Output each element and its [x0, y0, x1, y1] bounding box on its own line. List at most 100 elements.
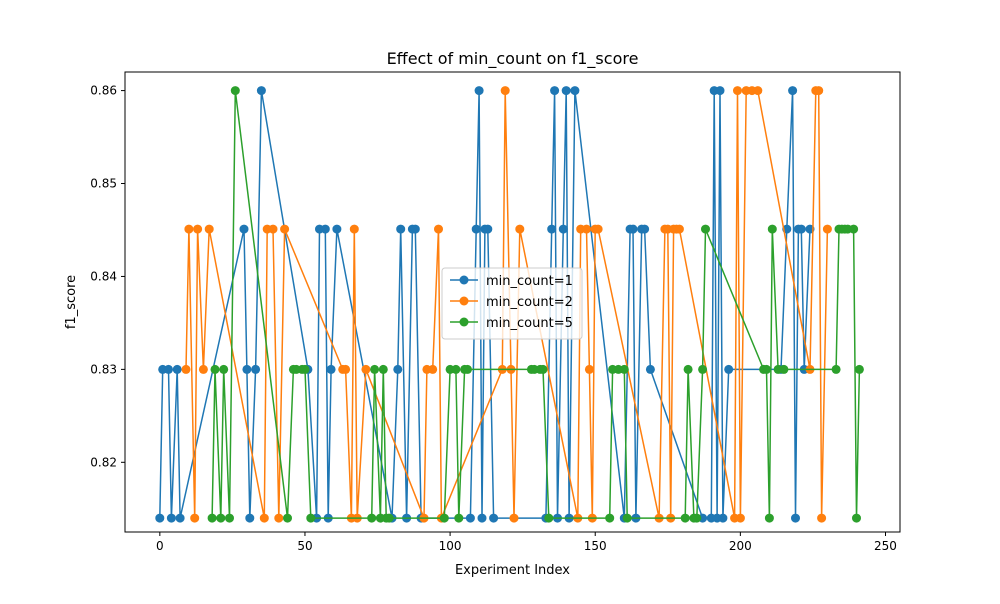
data-point [718, 513, 728, 523]
data-point [500, 86, 510, 96]
axes-frame [124, 71, 901, 533]
data-point [619, 364, 629, 374]
data-point [547, 224, 557, 234]
data-point [767, 224, 777, 234]
data-point [593, 224, 603, 234]
data-point [230, 86, 240, 96]
data-point [216, 513, 226, 523]
legend-label: min_count=1 [486, 274, 573, 289]
data-point [300, 364, 310, 374]
data-point [698, 364, 708, 374]
chart-title: Effect of min_count on f1_score [387, 49, 639, 69]
data-point [817, 513, 827, 523]
data-point [474, 86, 484, 96]
legend-marker [459, 296, 469, 306]
data-point [410, 224, 420, 234]
legend-marker [459, 275, 469, 285]
data-point [724, 364, 734, 374]
data-point [733, 86, 742, 96]
y-tick-label: 0.82 [90, 455, 117, 469]
data-point [198, 364, 208, 374]
data-point [831, 364, 841, 374]
data-point [332, 224, 342, 234]
data-point [628, 224, 638, 234]
data-point [509, 513, 519, 523]
x-tick-label: 100 [439, 539, 462, 553]
y-axis: 0.82 0.83 0.84 0.85 0.86 [90, 84, 125, 469]
data-point [225, 513, 234, 523]
data-point [268, 224, 278, 234]
series-layer [155, 86, 864, 523]
x-tick-label: 250 [874, 539, 897, 553]
data-point [735, 513, 745, 523]
data-point [584, 364, 594, 374]
data-point [463, 364, 472, 374]
series-3 [207, 86, 864, 523]
data-point [259, 513, 269, 523]
data-point [190, 513, 200, 523]
data-point [715, 86, 725, 96]
data-point [320, 224, 330, 234]
data-point [175, 513, 185, 523]
data-point [788, 86, 798, 96]
data-point [434, 224, 443, 234]
legend-item: min_count=5 [450, 316, 573, 331]
data-point [219, 364, 229, 374]
data-point [384, 513, 394, 523]
data-point [764, 513, 774, 523]
data-point [852, 513, 861, 523]
data-point [849, 224, 859, 234]
data-point [172, 364, 182, 374]
data-point [166, 513, 176, 523]
data-point [489, 513, 499, 523]
x-tick-label: 150 [584, 539, 607, 553]
legend-item: min_count=2 [450, 295, 573, 310]
data-point [538, 364, 548, 374]
data-point [561, 86, 571, 96]
legend: min_count=1 min_count=2 min_count=5 [441, 267, 583, 340]
data-point [378, 364, 388, 374]
data-point [184, 224, 194, 234]
x-axis: 0 50 100 150 200 250 [156, 532, 897, 553]
data-point [640, 224, 650, 234]
data-point [370, 364, 380, 374]
data-point [558, 224, 568, 234]
data-point [454, 513, 464, 523]
data-point [605, 513, 615, 523]
data-point [550, 86, 560, 96]
data-point [515, 224, 525, 234]
data-point [674, 224, 684, 234]
data-point [570, 86, 580, 96]
series-line [159, 89, 811, 519]
data-point [477, 513, 487, 523]
y-axis-label: f1_score [64, 275, 79, 329]
data-point [582, 224, 591, 234]
data-point [367, 513, 377, 523]
data-point [779, 364, 789, 374]
data-point [210, 364, 220, 374]
data-point [814, 86, 824, 96]
data-point [544, 513, 554, 523]
data-point [251, 364, 261, 374]
x-axis-label: Experiment Index [455, 563, 570, 578]
data-point [439, 513, 449, 523]
x-tick-label: 0 [156, 539, 164, 553]
y-tick-label: 0.84 [90, 269, 117, 283]
data-point [465, 513, 475, 523]
data-point [471, 224, 481, 234]
data-point [692, 513, 702, 523]
data-point [361, 364, 371, 374]
legend-label: min_count=2 [486, 295, 573, 310]
data-point [796, 224, 806, 234]
data-point [239, 224, 249, 234]
data-point [680, 513, 690, 523]
data-point [280, 224, 290, 234]
data-point [242, 364, 252, 374]
data-point [683, 364, 693, 374]
data-point [753, 86, 763, 96]
data-point [822, 224, 832, 234]
legend-item: min_count=1 [450, 274, 573, 289]
series-line [185, 89, 829, 519]
legend-label: min_count=5 [486, 316, 573, 331]
